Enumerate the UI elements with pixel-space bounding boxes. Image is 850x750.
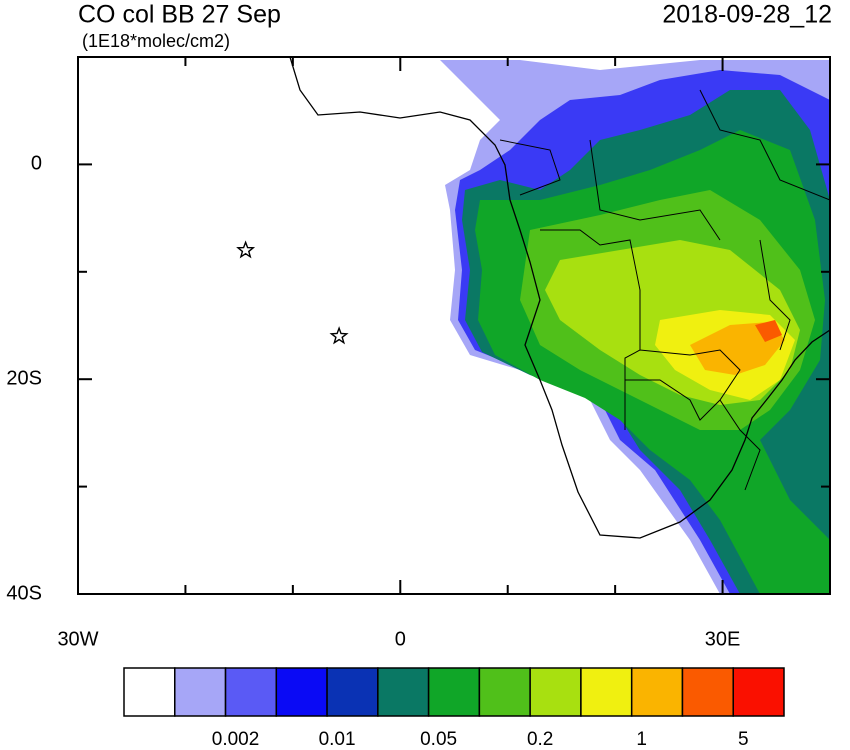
- colorbar-box: [326, 667, 379, 717]
- co-field-red: [755, 320, 782, 342]
- colorbar-label: 0.01: [319, 729, 356, 750]
- y-tick-label: 20S: [6, 367, 42, 389]
- field: [289, 57, 830, 594]
- colorbar-label: 0.002: [212, 729, 260, 750]
- colorbar-box: [224, 667, 278, 717]
- colorbar-label: 1: [636, 729, 647, 750]
- colorbar-box: [732, 667, 785, 717]
- colorbar-label: 0.05: [420, 729, 457, 750]
- colorbar-box: [427, 667, 481, 717]
- subtitle: (1E18*molec/cm2): [82, 31, 230, 51]
- coastline: [289, 57, 830, 539]
- colorbar-label: 0.2: [527, 729, 553, 750]
- station-marker: [329, 326, 349, 345]
- y-tick-label: 0: [31, 153, 42, 175]
- x-tick-label: 30E: [705, 628, 741, 650]
- plot-frame: [77, 56, 831, 595]
- x-tick-label: 0: [395, 628, 406, 650]
- borders: [499, 89, 830, 491]
- colorbar-label: 5: [738, 729, 749, 750]
- colorbar-box: [123, 667, 176, 717]
- colorbar-box: [630, 667, 684, 717]
- timestamp: 2018-09-28_12: [662, 1, 832, 29]
- station-marker: [236, 240, 256, 259]
- y-tick-label: 40S: [6, 582, 42, 604]
- colorbar-box: [478, 667, 531, 717]
- title: CO col BB 27 Sep: [78, 1, 281, 29]
- colorbar-box: [275, 667, 328, 717]
- colorbar-box: [580, 667, 633, 717]
- colorbar-box: [681, 667, 734, 717]
- colorbar-box: [174, 667, 227, 717]
- x-tick-label: 30W: [57, 628, 98, 650]
- colorbar-box: [529, 667, 582, 717]
- colorbar-box: [377, 667, 430, 717]
